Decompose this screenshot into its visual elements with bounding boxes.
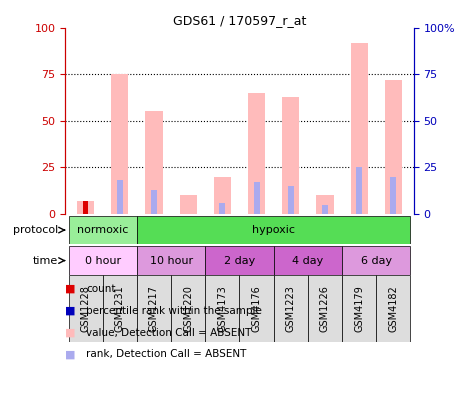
Bar (356, 167, 362, 214)
Text: count: count (86, 284, 115, 294)
Bar (342, 246, 411, 275)
Text: ■: ■ (65, 349, 76, 360)
Text: GSM1228: GSM1228 (80, 285, 91, 332)
Bar (103, 275, 137, 342)
Bar (77, 201, 94, 214)
Text: value, Detection Call = ABSENT: value, Detection Call = ABSENT (86, 327, 252, 338)
Text: percentile rank within the sample: percentile rank within the sample (86, 306, 262, 316)
Text: 6 day: 6 day (361, 255, 392, 266)
Bar (288, 186, 294, 214)
Text: GSM1220: GSM1220 (183, 285, 193, 332)
Bar (253, 182, 259, 214)
Bar (322, 204, 328, 214)
Text: rank, Detection Call = ABSENT: rank, Detection Call = ABSENT (86, 349, 246, 360)
Bar (390, 177, 396, 214)
Bar (151, 190, 157, 214)
Bar (111, 74, 128, 214)
Text: GSM4176: GSM4176 (252, 285, 262, 332)
Text: protocol: protocol (13, 225, 58, 235)
Bar (68, 216, 137, 244)
Text: GSM1217: GSM1217 (149, 285, 159, 332)
Bar (239, 275, 274, 342)
Text: normoxic: normoxic (77, 225, 128, 235)
Bar (376, 275, 411, 342)
Bar (137, 275, 171, 342)
Text: hypoxic: hypoxic (252, 225, 295, 235)
Text: 0 hour: 0 hour (85, 255, 121, 266)
Bar (84, 201, 88, 214)
Bar (308, 275, 342, 342)
Text: ■: ■ (65, 284, 76, 294)
Bar (248, 93, 265, 214)
Bar (179, 195, 197, 214)
Text: 2 day: 2 day (224, 255, 255, 266)
Text: 4 day: 4 day (292, 255, 324, 266)
Bar (219, 203, 226, 214)
Bar (282, 97, 299, 214)
Bar (342, 275, 376, 342)
Bar (137, 216, 411, 244)
Bar (146, 111, 163, 214)
Bar (68, 246, 137, 275)
Bar (205, 275, 239, 342)
Bar (385, 80, 402, 214)
Text: time: time (33, 255, 58, 266)
Text: GSM1231: GSM1231 (115, 285, 125, 332)
Text: ■: ■ (65, 327, 76, 338)
Bar (68, 275, 103, 342)
Title: GDS61 / 170597_r_at: GDS61 / 170597_r_at (173, 13, 306, 27)
Text: 10 hour: 10 hour (150, 255, 193, 266)
Text: GSM1226: GSM1226 (320, 285, 330, 332)
Bar (171, 275, 205, 342)
Bar (117, 180, 123, 214)
Text: GSM1223: GSM1223 (286, 285, 296, 332)
Bar (274, 275, 308, 342)
Text: ■: ■ (65, 306, 76, 316)
Text: GSM4182: GSM4182 (388, 285, 399, 332)
Bar (214, 177, 231, 214)
Bar (316, 195, 333, 214)
Bar (137, 246, 205, 275)
Bar (351, 43, 368, 214)
Text: GSM4179: GSM4179 (354, 285, 364, 332)
Bar (205, 246, 274, 275)
Text: GSM4173: GSM4173 (217, 285, 227, 332)
Bar (274, 246, 342, 275)
